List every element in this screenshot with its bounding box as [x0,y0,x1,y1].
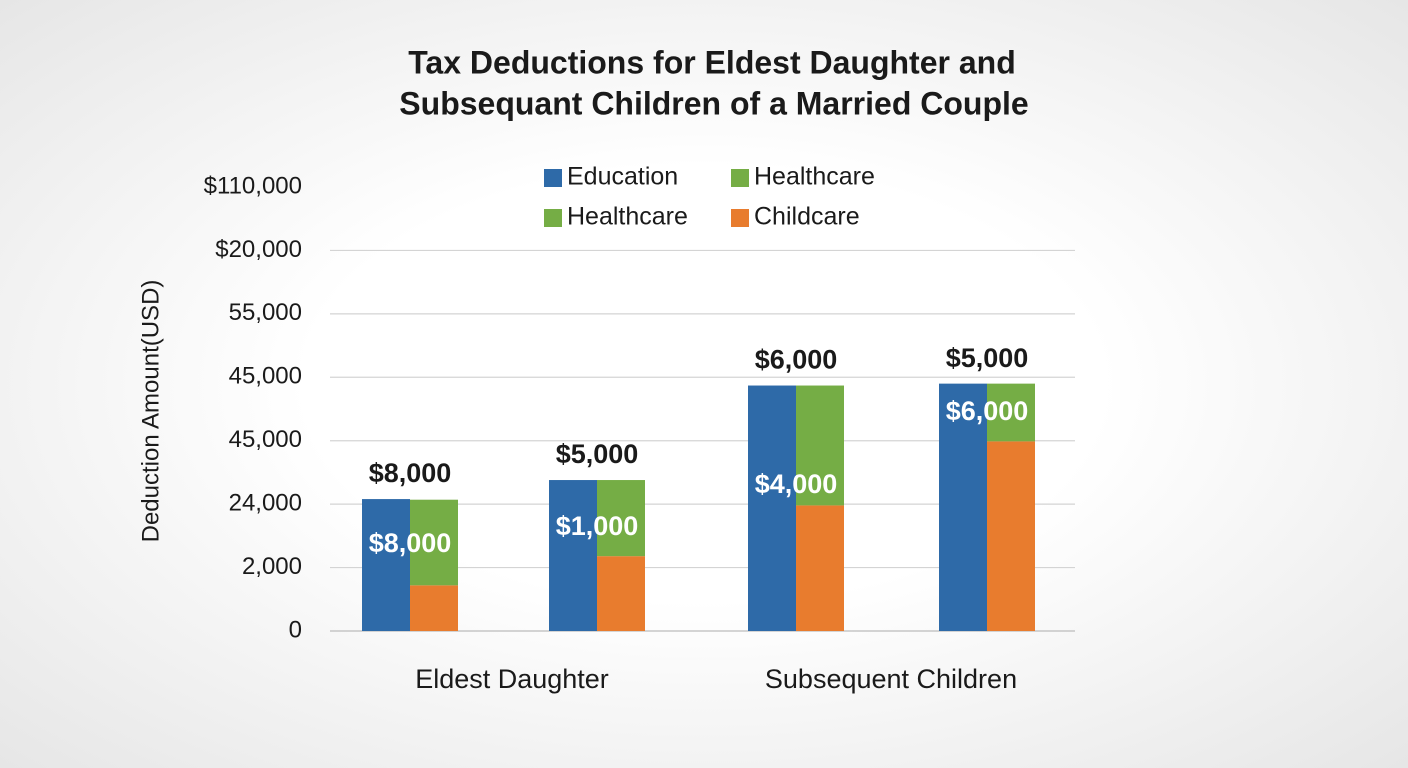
bar-segment [362,499,410,631]
chart-title: Tax Deductions for Eldest Daughter and [408,44,1015,80]
inside-label: $4,000 [755,469,838,499]
legend-swatch [544,209,562,227]
bar-segment [987,441,1035,631]
bar-segment [597,556,645,631]
legend-label: Education [567,163,678,191]
legend-label: Healthcare [754,163,875,191]
y-tick-label: 55,000 [229,299,302,326]
y-tick-label: 45,000 [229,363,302,390]
bar-segment [796,385,844,506]
top-label: $5,000 [946,343,1029,373]
inside-label: $6,000 [946,396,1029,426]
top-label: $6,000 [755,345,838,375]
bar-segment [410,585,458,631]
x-group-label: Eldest Daughter [415,664,609,694]
y-axis-label: Deduction Amount(USD) [137,280,164,543]
y-tick-label: 2,000 [242,553,302,580]
y-tick-label: 45,000 [229,426,302,453]
bar-segment [939,383,987,631]
top-label: $5,000 [556,439,639,469]
legend-label: Childcare [754,203,860,231]
y-tick-label: $110,000 [204,172,302,199]
bar-segment [410,499,458,586]
legend-swatch [544,169,562,187]
chart-title: Subsequant Children of a Married Couple [399,85,1028,121]
legend-label: Healthcare [567,203,688,231]
y-tick-label: 24,000 [229,489,302,516]
top-label: $8,000 [369,458,452,488]
bar-segment [796,505,844,631]
legend-swatch [731,209,749,227]
bar-segment [549,480,597,631]
y-tick-label: $20,000 [215,236,302,263]
inside-label: $8,000 [369,528,452,558]
legend-swatch [731,169,749,187]
bar-segment [748,385,796,631]
bar-segment [987,383,1035,442]
bar-segment [597,480,645,557]
x-group-label: Subsequent Children [765,664,1017,694]
inside-label: $1,000 [556,511,639,541]
y-tick-label: 0 [289,616,302,643]
